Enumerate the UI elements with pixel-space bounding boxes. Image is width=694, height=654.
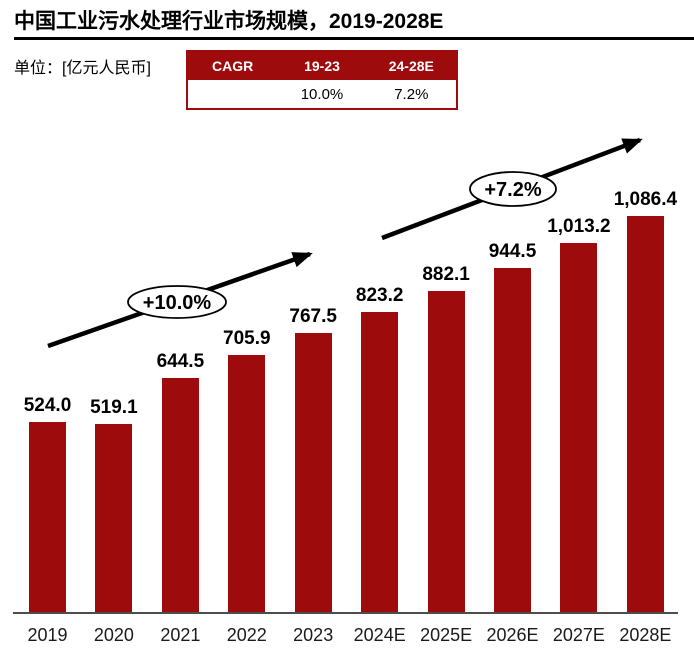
bar-2024E [361, 312, 399, 614]
value-label-2027E: 1,013.2 [547, 215, 611, 237]
unit-label: 单位：[亿元人民币] [14, 60, 151, 77]
bar-2026E [494, 267, 531, 614]
value-label-2020: 519.1 [90, 396, 138, 418]
value-label-2021: 644.5 [156, 350, 205, 372]
cagr-header-24-28e: 24-28E [388, 58, 434, 74]
x-axis-tick-2019: 2019 [27, 625, 68, 645]
x-axis-tick-2026E: 2026E [486, 625, 539, 645]
x-axis-tick-2023: 2023 [293, 625, 334, 645]
value-label-2019: 524.0 [23, 395, 72, 416]
chart-title: 中国工业污水处理行业市场规模，2019-2028E [14, 10, 444, 33]
x-axis-tick-2022: 2022 [226, 625, 267, 645]
bar-2028E [626, 215, 664, 614]
bar-2023 [294, 332, 332, 614]
bar-2019 [29, 422, 66, 614]
x-axis-tick-2021: 2021 [160, 625, 201, 645]
x-axis-tick-2028E: 2028E [619, 625, 672, 645]
cagr-header-title: CAGR [212, 58, 254, 74]
x-axis-tick-2020: 2020 [93, 625, 134, 645]
cagr-value-19-23: 10.0% [300, 85, 344, 103]
x-axis-tick-2027E: 2027E [552, 625, 605, 645]
x-axis-line [13, 612, 678, 614]
x-axis-tick-2024E: 2024E [353, 625, 406, 645]
cagr-table-header-row: CAGR 19-23 24-28E [188, 52, 456, 80]
cagr-value-24-28e: 7.2% [394, 85, 429, 103]
cagr-header-19-23: 19-23 [304, 58, 340, 74]
bar-2027E [560, 242, 598, 614]
cagr-table: CAGR 19-23 24-28E 10.0% 7.2% [186, 50, 458, 110]
bar-2021 [161, 377, 199, 614]
bar-2020 [95, 423, 133, 614]
value-label-2024E: 823.2 [355, 285, 404, 307]
bar-2022 [228, 355, 266, 614]
cagr-table-value-row: 10.0% 7.2% [188, 80, 456, 108]
value-label-2028E: 1,086.4 [613, 188, 678, 210]
bar-2025E [427, 290, 465, 614]
title-divider [14, 37, 694, 40]
x-axis-tick-2025E: 2025E [420, 625, 473, 645]
value-label-2022: 705.9 [223, 328, 271, 350]
value-label-2025E: 882.1 [422, 263, 470, 285]
value-label-2023: 767.5 [289, 305, 337, 327]
value-label-2026E: 944.5 [488, 240, 537, 262]
